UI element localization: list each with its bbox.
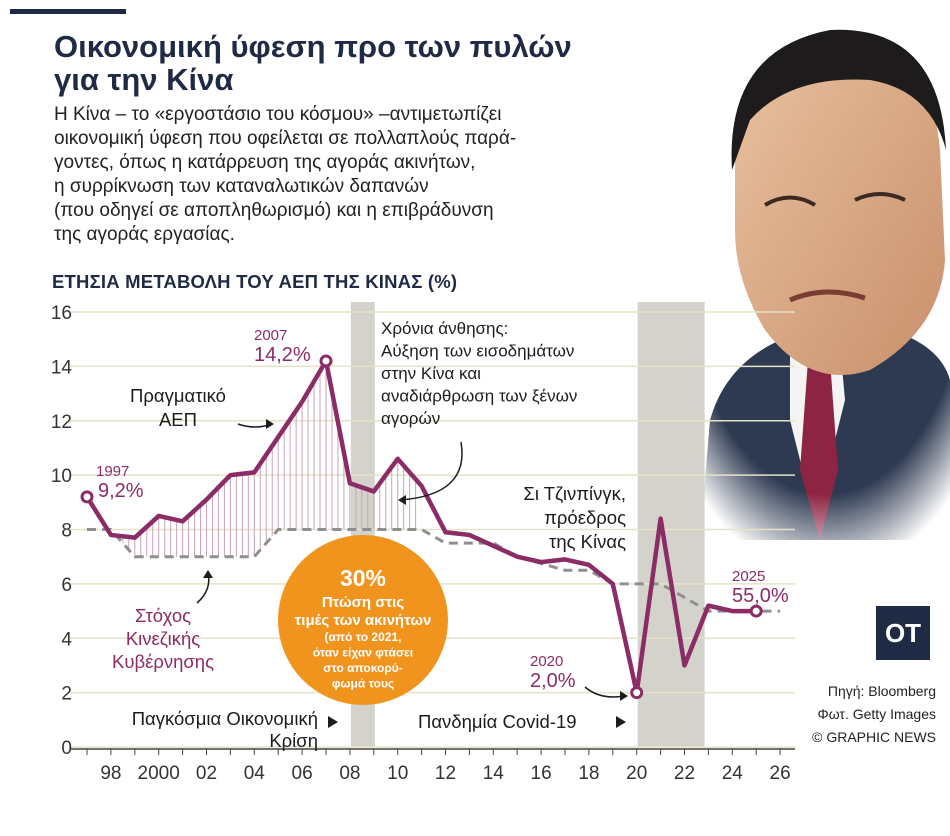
covid-pointer-icon xyxy=(616,716,626,728)
y-tick-label: 14 xyxy=(51,357,73,378)
crisis-pointer-icon xyxy=(328,716,338,728)
x-tick-label: 14 xyxy=(483,763,505,784)
y-tick-label: 8 xyxy=(61,521,72,542)
chart-title: ΕΤΗΣΙΑ ΜΕΤΑΒΟΛΗ ΤΟΥ ΑΕΠ ΤΗΣ ΚΙΝΑΣ (%) xyxy=(52,271,458,292)
annotation-arrowhead xyxy=(203,570,213,578)
target-annotation: Κινεζικής xyxy=(126,628,200,649)
credit-photo: Φωτ. Getty Images xyxy=(817,706,936,722)
actual-gdp-annotation: Πραγματικό xyxy=(130,385,226,406)
boom-annotation: Χρόνια άνθησης: xyxy=(381,319,508,338)
callout-detail: όταν είχαν φτάσει xyxy=(313,646,413,660)
description: Η Κίνα – το «εργοστάσιο του κόσμου» –αντ… xyxy=(54,103,614,247)
x-tick-label: 22 xyxy=(674,763,695,784)
description-line: Η Κίνα – το «εργοστάσιο του κόσμου» –αντ… xyxy=(54,104,502,125)
x-tick-label: 08 xyxy=(339,763,360,784)
actual-gdp-annotation: ΑΕΠ xyxy=(159,409,197,430)
shaded-period-band xyxy=(637,302,705,747)
description-line: γοντες, όπως η κατάρρευση της αγοράς ακι… xyxy=(54,152,476,173)
price-drop-callout-circle xyxy=(278,535,448,705)
description-line: (που οδηγεί σε αποπληθωρισμό) και η επιβ… xyxy=(54,200,494,221)
callout-detail: στο αποκορύ- xyxy=(323,661,402,675)
logo-text: OT xyxy=(884,617,922,648)
top-accent-rule xyxy=(10,9,126,14)
point-label-year: 1997 xyxy=(96,463,129,480)
target-series-line xyxy=(87,528,781,613)
leader-annotation: Σι Τζινπίνγκ, xyxy=(523,483,626,504)
x-tick-label: 12 xyxy=(435,763,456,784)
page-title-line-2: για την Κίνα xyxy=(54,62,234,97)
x-tick-label: 20 xyxy=(626,763,647,784)
credit-source: Πηγή: Bloomberg xyxy=(827,683,936,699)
point-label-year: 2007 xyxy=(254,327,287,344)
x-tick-label: 26 xyxy=(770,763,791,784)
x-tick-label: 04 xyxy=(244,763,266,784)
boom-annotation: αναδιάρθρωση των ξένων xyxy=(381,387,577,406)
page-title-line-1: Οικονομική ύφεση προ των πυλών xyxy=(54,29,572,64)
point-label-year: 2025 xyxy=(732,568,765,585)
highlight-point xyxy=(630,686,644,700)
y-tick-label: 0 xyxy=(61,738,72,759)
highlight-point xyxy=(749,604,763,618)
boom-annotation: στην Κίνα και xyxy=(381,364,481,383)
boom-annotation: αγορών xyxy=(381,409,440,428)
y-tick-label: 6 xyxy=(61,575,72,596)
x-tick-label: 18 xyxy=(578,763,599,784)
annotation-arrow xyxy=(399,441,463,501)
point-label-value: 9,2% xyxy=(98,480,144,502)
x-tick-label: 98 xyxy=(100,763,121,784)
actual-gdp-series-line xyxy=(85,358,757,695)
point-label-value: 2,0% xyxy=(530,670,576,692)
description-line: της αγοράς εργασίας. xyxy=(54,224,235,245)
leader-annotation: πρόεδρος xyxy=(544,507,626,528)
point-label-value: 55,0% xyxy=(732,585,789,607)
x-tick-label: 02 xyxy=(196,763,217,784)
annotation-arrowhead xyxy=(398,495,406,505)
annotation-arrowhead xyxy=(620,691,628,701)
target-annotation: Κυβέρνησης xyxy=(112,651,214,672)
point-label-value: 14,2% xyxy=(254,344,311,366)
annotation-arrowhead xyxy=(266,419,274,429)
boom-annotation: Αύξηση των εισοδημάτων xyxy=(381,342,574,361)
x-tick-label: 10 xyxy=(387,763,408,784)
y-tick-label: 4 xyxy=(61,629,72,650)
x-tick-label: 24 xyxy=(722,763,744,784)
x-tick-label: 16 xyxy=(531,763,552,784)
covid-annotation: Πανδημία Covid-19 xyxy=(418,711,577,732)
point-label-year: 2020 xyxy=(530,653,563,670)
target-annotation: Στόχος xyxy=(135,605,191,626)
y-tick-label: 10 xyxy=(51,466,72,487)
highlight-point xyxy=(80,490,94,504)
credits: Πηγή: Bloomberg Φωτ. Getty Images © GRAP… xyxy=(812,680,936,749)
page-title: Οικονομική ύφεση προ των πυλών για την Κ… xyxy=(54,30,654,96)
x-tick-label: 06 xyxy=(292,763,313,784)
credit-graphics: © GRAPHIC NEWS xyxy=(812,729,936,745)
callout-detail: φωμά τους xyxy=(332,677,394,691)
x-tick-label: 2000 xyxy=(138,763,180,784)
crisis-annotation: Κρίση xyxy=(269,730,318,751)
leader-annotation: της Κίνας xyxy=(549,531,626,552)
y-tick-label: 12 xyxy=(51,412,72,433)
callout-detail: (από το 2021, xyxy=(325,630,402,644)
y-tick-label: 2 xyxy=(61,684,72,705)
callout-heading: Πτώση στις xyxy=(322,594,404,611)
callout-percent: 30% xyxy=(340,565,386,591)
y-tick-label: 16 xyxy=(51,303,72,324)
description-line: οικονομική ύφεση που οφείλεται σε πολλαπ… xyxy=(54,128,517,149)
crisis-annotation: Παγκόσμια Οικονομική xyxy=(132,708,318,729)
description-line: η συρρίκνωση των καταναλωτικών δαπανών xyxy=(54,176,429,197)
highlight-point xyxy=(319,354,333,368)
callout-heading: τιμές των ακινήτων xyxy=(295,612,432,629)
ot-logo: OT xyxy=(876,606,930,660)
